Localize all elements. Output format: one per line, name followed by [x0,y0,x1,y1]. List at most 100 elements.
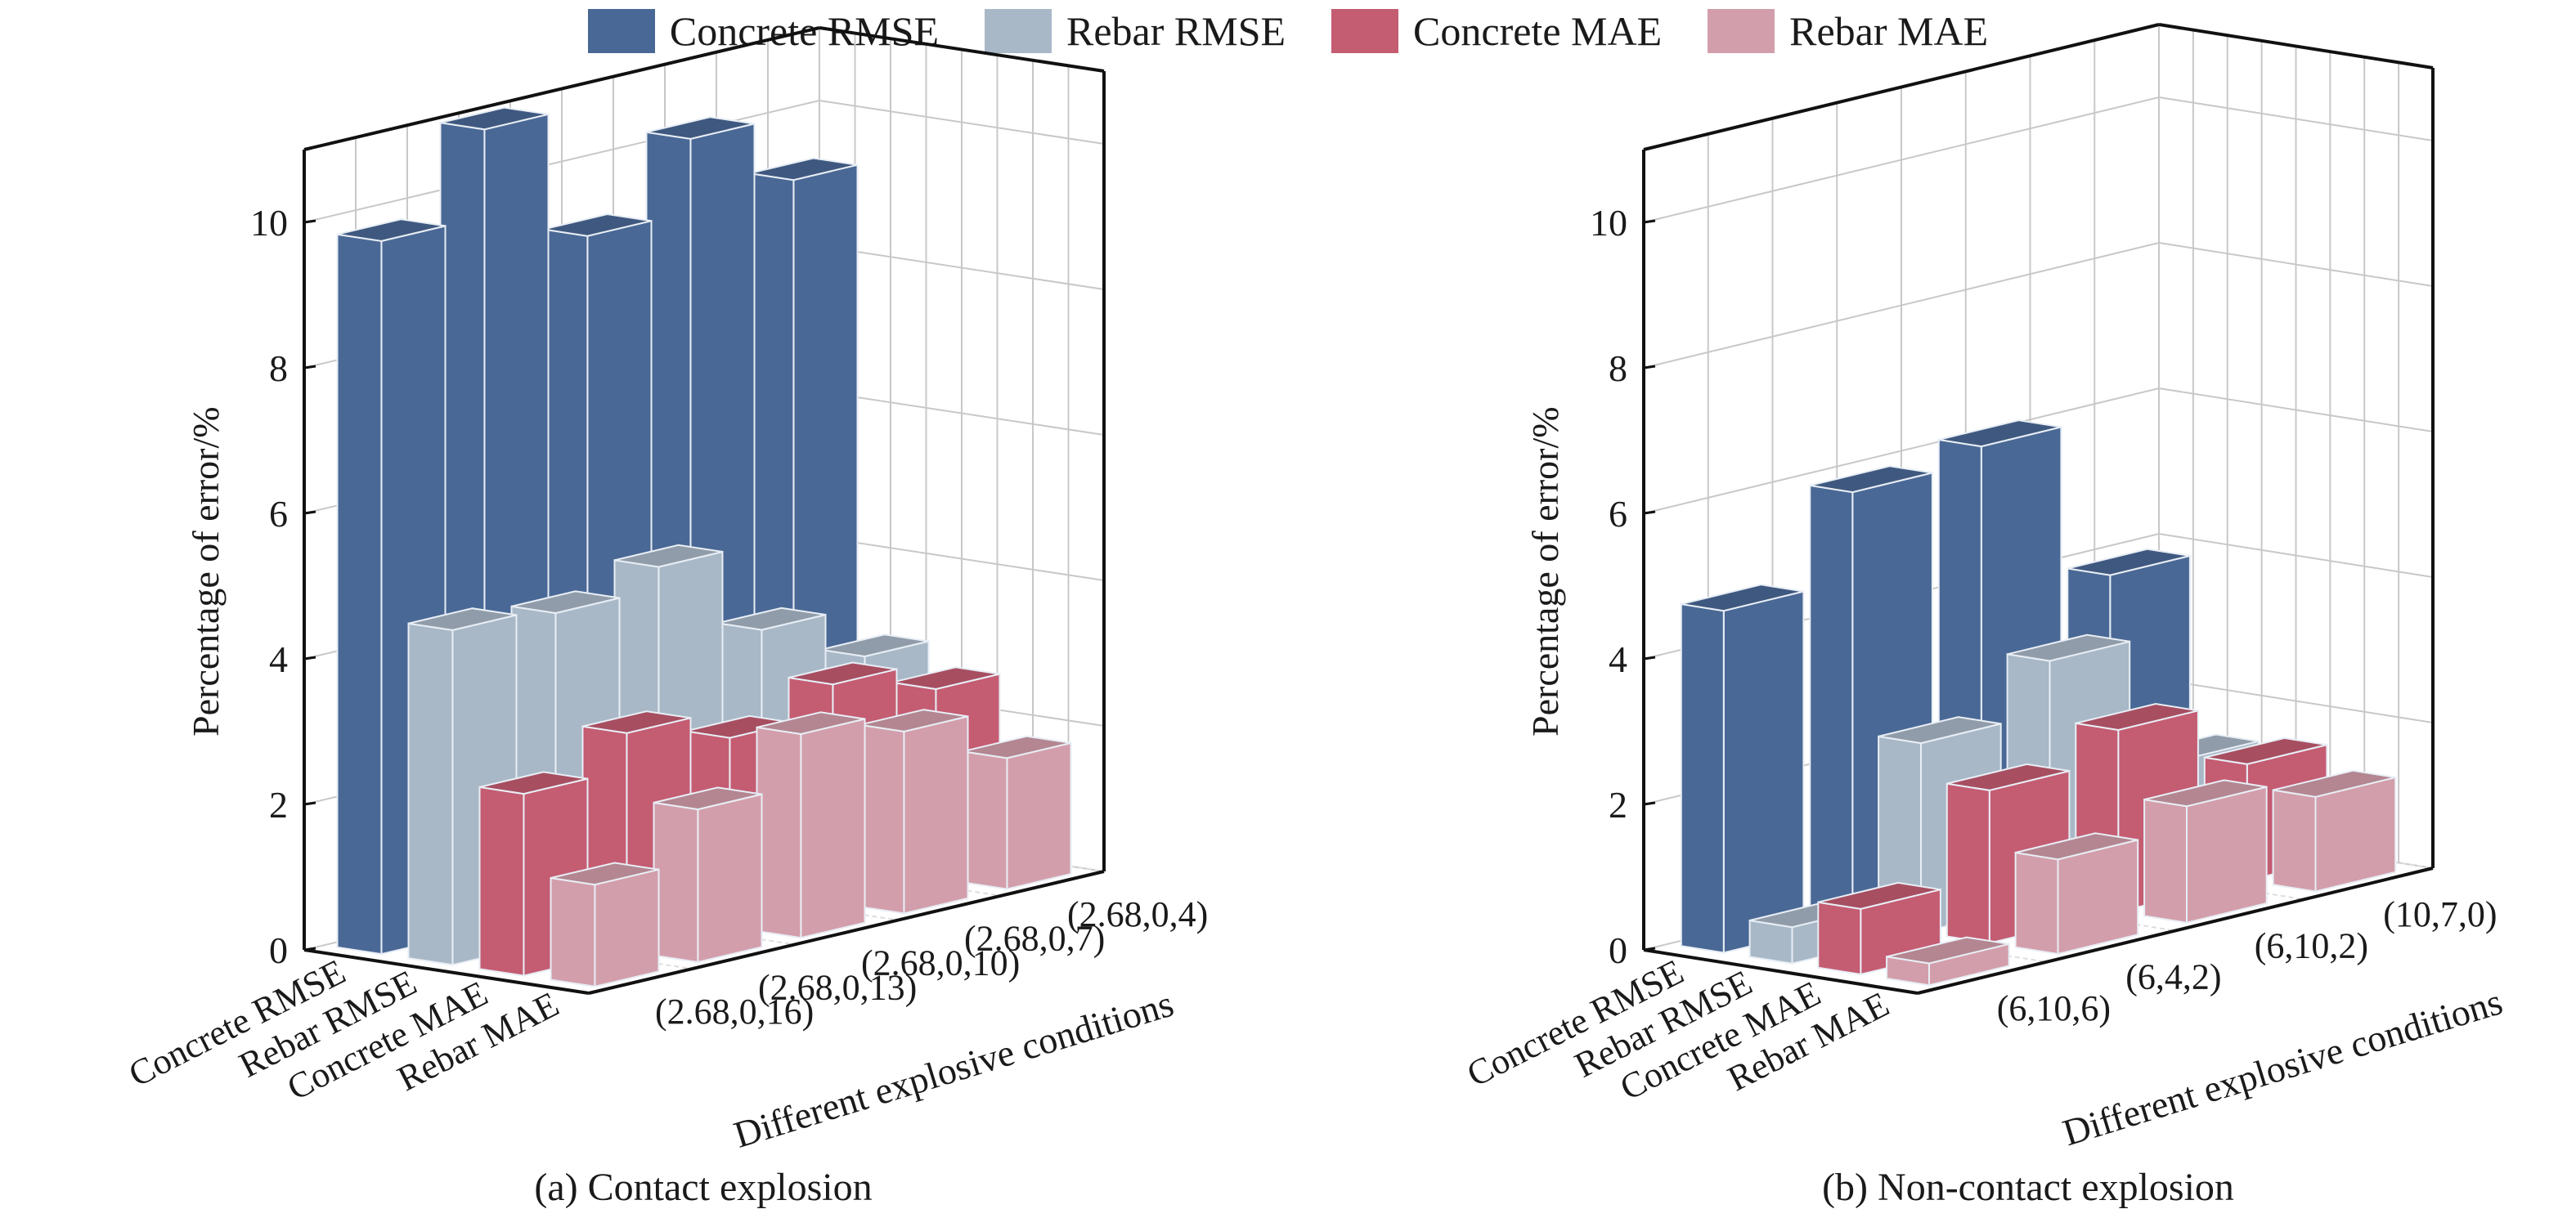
legend-label: Rebar MAE [1789,8,1989,54]
y-tick [303,219,316,224]
y-tick-label: 4 [269,638,288,680]
bar-face-front [1722,590,1805,954]
legend-swatch [1331,9,1399,53]
condition-tick-labels: (2.68,0,16)(2.68,0,13)(2.68,0,10)(2.68,0… [655,894,1208,1032]
y-tick-label: 6 [1609,493,1627,535]
y-tick-label: 2 [269,784,288,826]
y-tick [303,947,316,952]
condition-tick-label: (2.68,0,7) [964,919,1105,959]
condition-axis-line [1917,866,2434,995]
chart-non-contact-explosion: 0 2 4 6 8 10 Percentage of error/% Concrete RMS… [1461,23,2507,1153]
plot-area: 0 2 4 6 8 10 Percentage of error/% Concrete RMS… [1461,23,2507,1153]
bar-rebar-mae-4 [962,735,1072,890]
bar-face-top [440,106,549,131]
bar-face-side [478,786,525,977]
bar-face-front [903,715,969,915]
condition-tick-label: (2.68,0,13) [758,967,917,1007]
y-tick-label: 6 [269,493,288,535]
bar-rebar-mae-0 [1886,936,2010,987]
bar-face-side [2272,789,2317,893]
bar-face-top [756,711,865,736]
bar-face-top [891,666,1000,691]
condition-axis-line [588,870,1105,995]
bar-rebar-mae-1 [653,786,763,964]
bar-face-top [1878,716,2001,745]
x-axis-label: Different explosive conditions [2058,980,2506,1153]
bar-face-side [336,233,383,956]
bar-face-top [2076,702,2199,732]
bar-face-side [2014,851,2059,956]
y-tick [1643,365,1656,369]
bar-face-top [788,661,897,686]
bar-face-top [2204,737,2327,765]
bar-face-top [820,634,929,658]
bar-face-side [1809,484,1854,923]
bar-face-top [614,544,723,568]
bar-face-front [594,868,660,988]
y-tick-label: 0 [269,929,288,971]
bar-face-front [2186,786,2268,924]
y-tick [1643,219,1656,224]
y-tick [303,801,316,806]
bar-face-top [646,116,755,140]
bar-face-top [543,213,652,237]
legend-item-rebar-rmse: Rebar RMSE [985,9,1286,53]
caption-contact-explosion: (a) Contact explosion [534,1166,873,1209]
bar-face-top [479,771,588,795]
y-tick [303,510,316,515]
y-tick [1643,510,1656,515]
bar-face-top [749,157,858,181]
y-axis-label: Percentage of error/% [1524,406,1566,737]
bar-face-top [2067,548,2191,576]
bar-face-top [337,218,446,242]
bar-face-top [1681,584,1804,612]
bar-face-top [1810,465,1933,494]
bar-face-side [756,726,802,939]
bar-face-top [859,709,968,732]
y-tick-label: 10 [1590,202,1627,244]
gridline-y [1643,96,2434,223]
bar-face-side [859,723,905,915]
bar-rebar-mae-1 [2014,832,2139,956]
chart-legend: Concrete RMSE Rebar RMSE Concrete MAE Re… [0,5,2576,57]
bar-face-side [1945,782,1990,944]
y-tick-label: 0 [1609,929,1627,971]
bar-face-top [1938,419,2062,448]
bar-face-top [582,710,691,734]
chart-contact-explosion: 0 2 4 6 8 10 Percentage of error/% Concrete RMS… [123,26,1208,1156]
bar-face-top [511,590,620,615]
legend-swatch [587,9,655,53]
bar-face-side [653,801,699,964]
bars [336,106,1072,988]
axes [303,26,1106,950]
legend-item-rebar-mae: Rebar MAE [1708,9,1988,53]
series-axis-line [1643,948,1919,995]
bar-face-top [1818,881,1941,910]
bar-face-side [2143,798,2188,924]
bar-rebar-mae-2 [756,711,866,939]
bar-face-top [2273,769,2396,798]
box-top-back [1643,23,2160,151]
y-tick-label: 8 [1609,347,1627,389]
y-tick [1643,947,1656,952]
y-tick-label: 10 [250,202,288,244]
bar-face-top [2007,634,2130,662]
legend-label: Concrete MAE [1413,8,1663,54]
bar-face-side [962,750,1008,890]
y-tick-label: 2 [1609,784,1627,826]
bar-face-side [550,876,596,987]
legend-item-concrete-mae: Concrete MAE [1331,9,1662,53]
y-ticks: 0 2 4 6 8 10 [250,202,316,971]
condition-tick-label: (6,10,2) [2255,925,2368,965]
bar-face-top [963,735,1071,759]
bar-rebar-mae-3 [2272,769,2397,893]
plot-area: 0 2 4 6 8 10 Percentage of error/% Concrete RMS… [123,26,1208,1156]
box-top-side [2158,23,2434,69]
bar-face-top [717,607,826,631]
y-ticks: 0 2 4 6 8 10 [1590,202,1656,971]
condition-tick-label: (6,10,6) [1997,988,2111,1028]
box-top-back [303,26,820,151]
bar-face-top [550,862,659,886]
caption-non-contact-explosion: (b) Non-contact explosion [1822,1166,2234,1209]
